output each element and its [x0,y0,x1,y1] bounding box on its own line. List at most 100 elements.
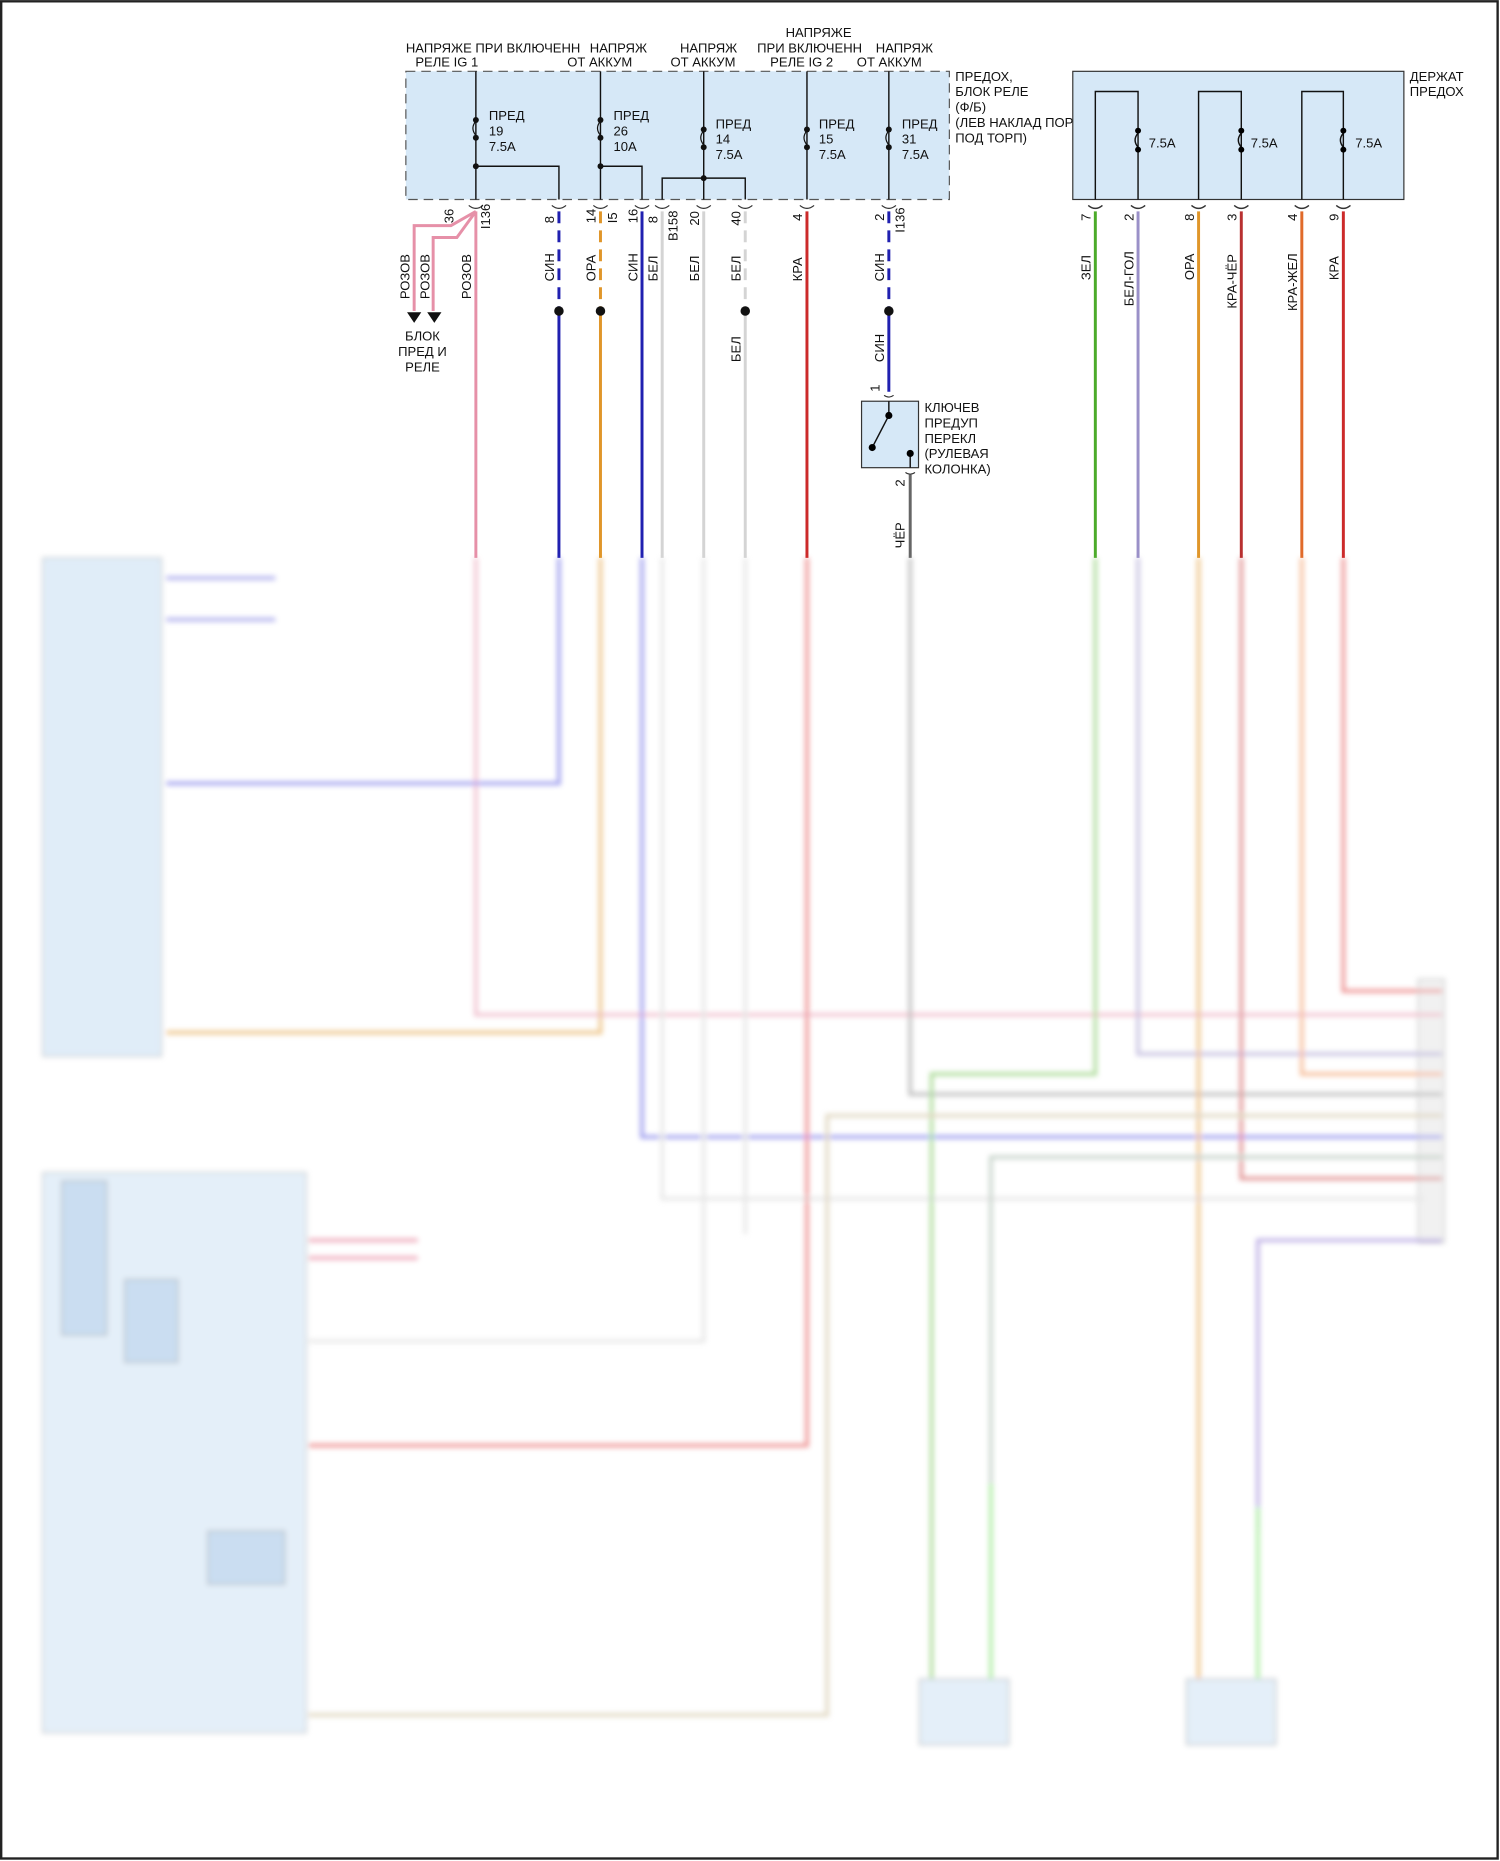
blurred-lower-diagram [42,557,1445,1746]
fuse-terminals [472,117,892,182]
fuse-name: ПРЕД [819,116,855,131]
supply-labels: НАПРЯЖЕ ПРИ ВКЛЮЧЕНН РЕЛЕ IG 1 НАПРЯЖ ОТ… [406,25,933,70]
wire-label: КРА-ЧЁР [1225,254,1240,309]
destination-label: РЕЛЕ [405,360,440,375]
pin-number: 36 [441,209,456,224]
title-line: (Ф/Б) [955,100,986,115]
wire-label: СИН [872,334,887,362]
pin-number: 20 [687,211,702,226]
pin-number: 14 [584,209,599,224]
wire-label: КРА-ЖЕЛ [1285,253,1300,311]
fuse-number: 31 [902,132,917,147]
wire-label: БЕЛ [729,336,744,362]
holder-title: ПРЕДОХ [1410,84,1464,99]
wire-label: БЕЛ-ГОЛ [1121,251,1136,306]
fuse-rating: 10A [614,139,638,154]
supply-batt-label: НАПРЯЖ [876,40,933,55]
fuse-name: ПРЕД [716,116,752,131]
wire-label: ОРА [584,254,599,281]
pin-number: 2 [1121,214,1136,221]
pin-number: 8 [542,216,557,223]
holder-wires [1093,211,1345,558]
fuse-rating: 7.5A [716,147,743,162]
wire-label: БЕЛ [645,256,660,282]
fuse-rating: 7.5A [489,139,516,154]
supply-batt-label: ОТ АККУМ [670,55,735,70]
pin-number: 4 [1285,214,1300,221]
title-line: ПРЕДОХ, [955,69,1013,84]
wire-label: РОЗОВ [418,254,433,299]
fuse-rating: 7.5A [819,147,846,162]
pin-number: 8 [1182,214,1197,221]
connector-id: I136 [478,204,493,229]
pin-number: 3 [1225,214,1240,221]
fuse-name: ПРЕД [489,108,525,123]
pin-number: 2 [892,479,907,486]
supply-batt-label: НАПРЯЖ [590,40,647,55]
connector-id: I136 [892,207,907,232]
wire-label: КРА [790,257,805,281]
fuse-box-pins: 36 I136 8 14 I5 16 8 B158 20 40 4 2 I136 [441,204,907,241]
title-line: (ЛЕВ НАКЛАД ПОРОГА [955,115,1098,130]
title-line: БЛОК РЕЛЕ [955,84,1028,99]
holder-pin-labels: 7 2 8 3 4 9 ЗЕЛ БЕЛ-ГОЛ ОРА КРА-ЧЁР КРА-… [1079,214,1342,311]
fuse-number: 26 [614,123,629,138]
fuse-relay-box: НАПРЯЖЕ ПРИ ВКЛЮЧЕНН РЕЛЕ IG 1 НАПРЯЖ ОТ… [405,25,1098,209]
connector-id: B158 [666,211,681,241]
supply-ig2-label: ПРИ ВКЛЮЧЕНН [757,40,862,55]
pin-number: 16 [625,209,640,224]
wire-label: РОЗОВ [459,254,474,299]
wire-label: ЗЕЛ [1079,255,1094,280]
supply-ig1-label: НАПРЯЖЕ ПРИ ВКЛЮЧЕНН [406,40,581,55]
fuse-rating: 7.5A [1149,135,1176,150]
fuse-number: 15 [819,132,834,147]
fuse-rating: 7.5A [902,147,929,162]
title-line: ПОД ТОРП) [955,131,1027,146]
supply-ig2-label: РЕЛЕ IG 2 [770,55,833,70]
pin-number: 1 [867,384,882,391]
supply-ig2-label: НАПРЯЖЕ [786,25,852,40]
switch-title: КЛЮЧЕВ [924,400,979,415]
key-warning-switch: 1 2 ЧЁР КЛЮЧЕВ ПРЕДУП ПЕРЕКЛ (РУЛЕВАЯ КО… [860,384,991,548]
pin-number: 9 [1327,214,1342,221]
switch-title: ПРЕДУП [924,415,977,430]
fuse-rating: 7.5A [1251,135,1278,150]
wire-label: СИН [542,253,557,281]
switch-title: (РУЛЕВАЯ [924,446,988,461]
wire-label: ЧЁР [892,522,907,548]
connector-id: I5 [605,212,620,223]
wire-label: КРА [1327,256,1342,280]
top-wires [412,210,912,558]
splice-points [407,306,894,323]
wire-color-labels: РОЗОВ РОЗОВ РОЗОВ СИН ОРА СИН БЕЛ БЕЛ БЕ… [397,253,887,374]
wire-label: РОЗОВ [397,254,412,299]
holder-title: ДЕРЖАТ [1410,69,1464,84]
supply-ig1-label: РЕЛЕ IG 1 [415,55,478,70]
fuse-holder: 7.5A 7.5A 7.5A ДЕРЖАТ ПРЕДОХ [1072,69,1464,210]
connector-marks [468,204,897,209]
fuse-labels: ПРЕД 19 7.5A ПРЕД 26 10A ПРЕД 14 7.5A ПР… [489,108,938,162]
switch-title: КОЛОНКА) [924,462,990,477]
fuse-rating: 7.5A [1355,135,1382,150]
supply-batt-label: ОТ АККУМ [567,55,632,70]
fuse-name: ПРЕД [902,116,938,131]
destination-label: БЛОК [405,329,440,344]
pin-number: 40 [729,211,744,226]
fuse-number: 14 [716,132,731,147]
wire-label: СИН [625,253,640,281]
pin-number: 7 [1079,214,1094,221]
pin-number: 8 [645,216,660,223]
wire-label: БЕЛ [729,256,744,282]
pin-number: 4 [790,214,805,221]
supply-batt-label: НАПРЯЖ [680,40,737,55]
supply-batt-label: ОТ АККУМ [857,55,922,70]
destination-label: ПРЕД И [398,344,447,359]
fuse-number: 19 [489,123,504,138]
wire-label: ОРА [1182,253,1197,280]
wire-pink [412,210,478,558]
wire-label: СИН [872,253,887,281]
pin-number: 2 [872,214,887,221]
fuse-box-title: ПРЕДОХ, БЛОК РЕЛЕ (Ф/Б) (ЛЕВ НАКЛАД ПОРО… [955,69,1098,146]
